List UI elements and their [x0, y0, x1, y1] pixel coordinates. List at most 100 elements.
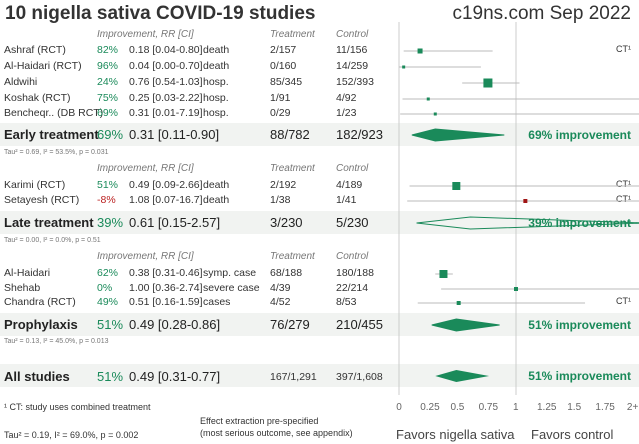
group-rr: 0.31 [0.11-0.90]: [129, 127, 220, 142]
study-rr: 0.51 [0.16-1.59]: [129, 296, 203, 308]
study-control: 1/23: [336, 107, 357, 119]
control-header: Control: [336, 251, 369, 262]
x-tick-label: 0.5: [450, 402, 465, 413]
x-tick-label: 0: [396, 402, 402, 413]
study-rr: 0.25 [0.03-2.22]: [129, 92, 203, 104]
study-rr: 1.08 [0.07-16.7]: [129, 194, 203, 206]
x-tick-label: 1.25: [537, 402, 557, 413]
summary-diamond: [411, 128, 505, 142]
group-name: Prophylaxis: [4, 317, 78, 332]
x-tick-label: 1.75: [595, 402, 615, 413]
study-rr: 0.49 [0.09-2.66]: [129, 179, 203, 191]
study-control: 11/156: [336, 44, 368, 56]
group-treatment: 88/782: [270, 127, 310, 142]
group-name: Late treatment: [4, 215, 94, 230]
page-title: 10 nigella sativa COVID-19 studies: [5, 3, 316, 24]
group-control: 182/923: [336, 127, 383, 142]
site-label: c19ns.com Sep 2022: [452, 3, 631, 24]
extraction-note-2: (most serious outcome, see appendix): [200, 428, 353, 438]
point-estimate: [514, 287, 518, 291]
group-control: 210/455: [336, 317, 383, 332]
footnote: ¹ CT: study uses combined treatment: [4, 402, 151, 412]
group-improvement: 69%: [97, 127, 124, 142]
all-control: 397/1,608: [336, 371, 383, 383]
study-outcome: death: [203, 179, 230, 191]
study-treatment: 2/157: [270, 44, 297, 56]
group-control: 5/230: [336, 215, 369, 230]
point-estimate: [452, 182, 461, 190]
study-name: Al-Haidari (RCT): [4, 60, 82, 72]
improvement-header: Improvement, RR [CI]: [97, 251, 194, 262]
study-improvement: 62%: [97, 267, 119, 279]
group-heterogeneity: Tau² = 0.00, I² = 0.0%, p = 0.51: [4, 237, 101, 244]
treatment-header: Treatment: [270, 163, 315, 174]
summary-diamond: [435, 370, 490, 382]
treatment-header: Treatment: [270, 251, 315, 262]
group-rr: 0.49 [0.28-0.86]: [129, 317, 221, 332]
x-tick-label: 0.25: [420, 402, 440, 413]
improvement-header: Improvement, RR [CI]: [97, 163, 194, 174]
point-estimate: [483, 78, 493, 88]
study-name: Bencheqr.. (DB RCT): [4, 107, 104, 119]
ct-marker: CT¹: [616, 296, 631, 306]
study-outcome: hosp.: [203, 107, 229, 119]
study-control: 1/41: [336, 194, 357, 206]
study-control: 180/188: [336, 267, 374, 279]
control-header: Control: [336, 163, 369, 174]
group-treatment: 3/230: [270, 215, 303, 230]
favors-left: Favors nigella sativa: [396, 427, 515, 442]
group-improvement: 51%: [97, 317, 124, 332]
ct-marker: CT¹: [616, 179, 631, 189]
study-treatment: 0/29: [270, 107, 291, 119]
study-treatment: 4/39: [270, 282, 291, 294]
study-rr: 1.00 [0.36-2.74]: [129, 282, 203, 294]
study-name: Ashraf (RCT): [4, 44, 66, 56]
study-control: 14/259: [336, 60, 369, 72]
study-outcome: death: [203, 60, 230, 72]
study-outcome: hosp.: [203, 92, 229, 104]
study-control: 22/214: [336, 282, 369, 294]
study-improvement: 24%: [97, 76, 119, 88]
all-name: All studies: [4, 369, 70, 384]
study-control: 8/53: [336, 296, 357, 308]
summary-band: [0, 364, 639, 387]
study-control: 4/92: [336, 92, 357, 104]
point-estimate: [426, 97, 430, 101]
group-heterogeneity: Tau² = 0.13, I² = 45.0%, p = 0.013: [4, 338, 109, 345]
study-outcome: death: [203, 194, 230, 206]
study-rr: 0.38 [0.31-0.46]: [129, 267, 203, 279]
study-rr: 0.76 [0.54-1.03]: [129, 76, 203, 88]
study-treatment: 0/160: [270, 60, 297, 72]
point-estimate: [456, 301, 461, 305]
study-improvement: 51%: [97, 179, 119, 191]
overall-heterogeneity: Tau² = 0.19, I² = 69.0%, p = 0.002: [4, 430, 139, 440]
point-estimate: [523, 199, 528, 203]
group-name: Early treatment: [4, 127, 99, 142]
group-heterogeneity: Tau² = 0.69, I² = 53.5%, p = 0.031: [4, 149, 109, 156]
control-header: Control: [336, 29, 369, 40]
study-outcome: death: [203, 44, 230, 56]
study-treatment: 68/188: [270, 267, 303, 279]
summary-diamond: [431, 318, 500, 332]
x-tick-label: 1.5: [567, 402, 582, 413]
summary-band: [0, 123, 639, 146]
study-outcome: symp. case: [203, 267, 257, 279]
study-improvement: 82%: [97, 44, 119, 56]
study-rr: 0.04 [0.00-0.70]: [129, 60, 203, 72]
x-tick-label: 0.75: [478, 402, 499, 413]
study-name: Chandra (RCT): [4, 296, 76, 308]
extraction-note-1: Effect extraction pre-specified: [200, 416, 319, 426]
study-rr: 0.31 [0.01-7.19]: [129, 107, 203, 119]
study-name: Karimi (RCT): [4, 179, 66, 191]
study-treatment: 4/52: [270, 296, 291, 308]
improvement-header: Improvement, RR [CI]: [97, 29, 194, 40]
study-outcome: hosp.: [203, 76, 229, 88]
study-name: Setayesh (RCT): [4, 194, 80, 206]
study-name: Shehab: [4, 282, 41, 294]
group-summary: 51% improvement: [528, 318, 631, 332]
study-rr: 0.18 [0.04-0.80]: [129, 44, 203, 56]
study-treatment: 85/345: [270, 76, 303, 88]
all-treatment: 167/1,291: [270, 371, 317, 383]
